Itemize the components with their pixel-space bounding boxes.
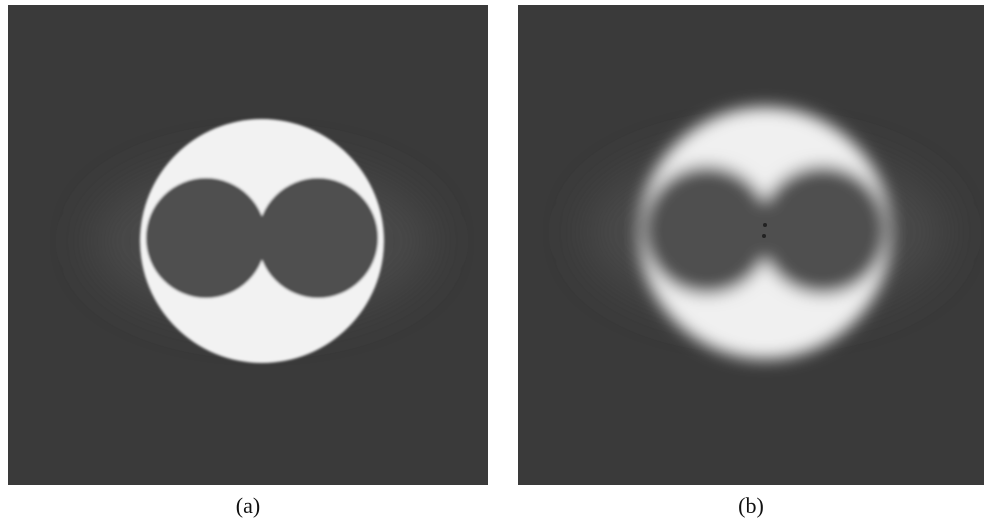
- page: (a) (b) (() => { const data = JSON.parse…: [0, 0, 992, 529]
- panel-a-image: [8, 5, 488, 485]
- caption: (b): [738, 493, 764, 518]
- caption: (a): [236, 493, 260, 518]
- figure: (a) (b): [0, 0, 992, 529]
- panel-b-image: [518, 5, 984, 485]
